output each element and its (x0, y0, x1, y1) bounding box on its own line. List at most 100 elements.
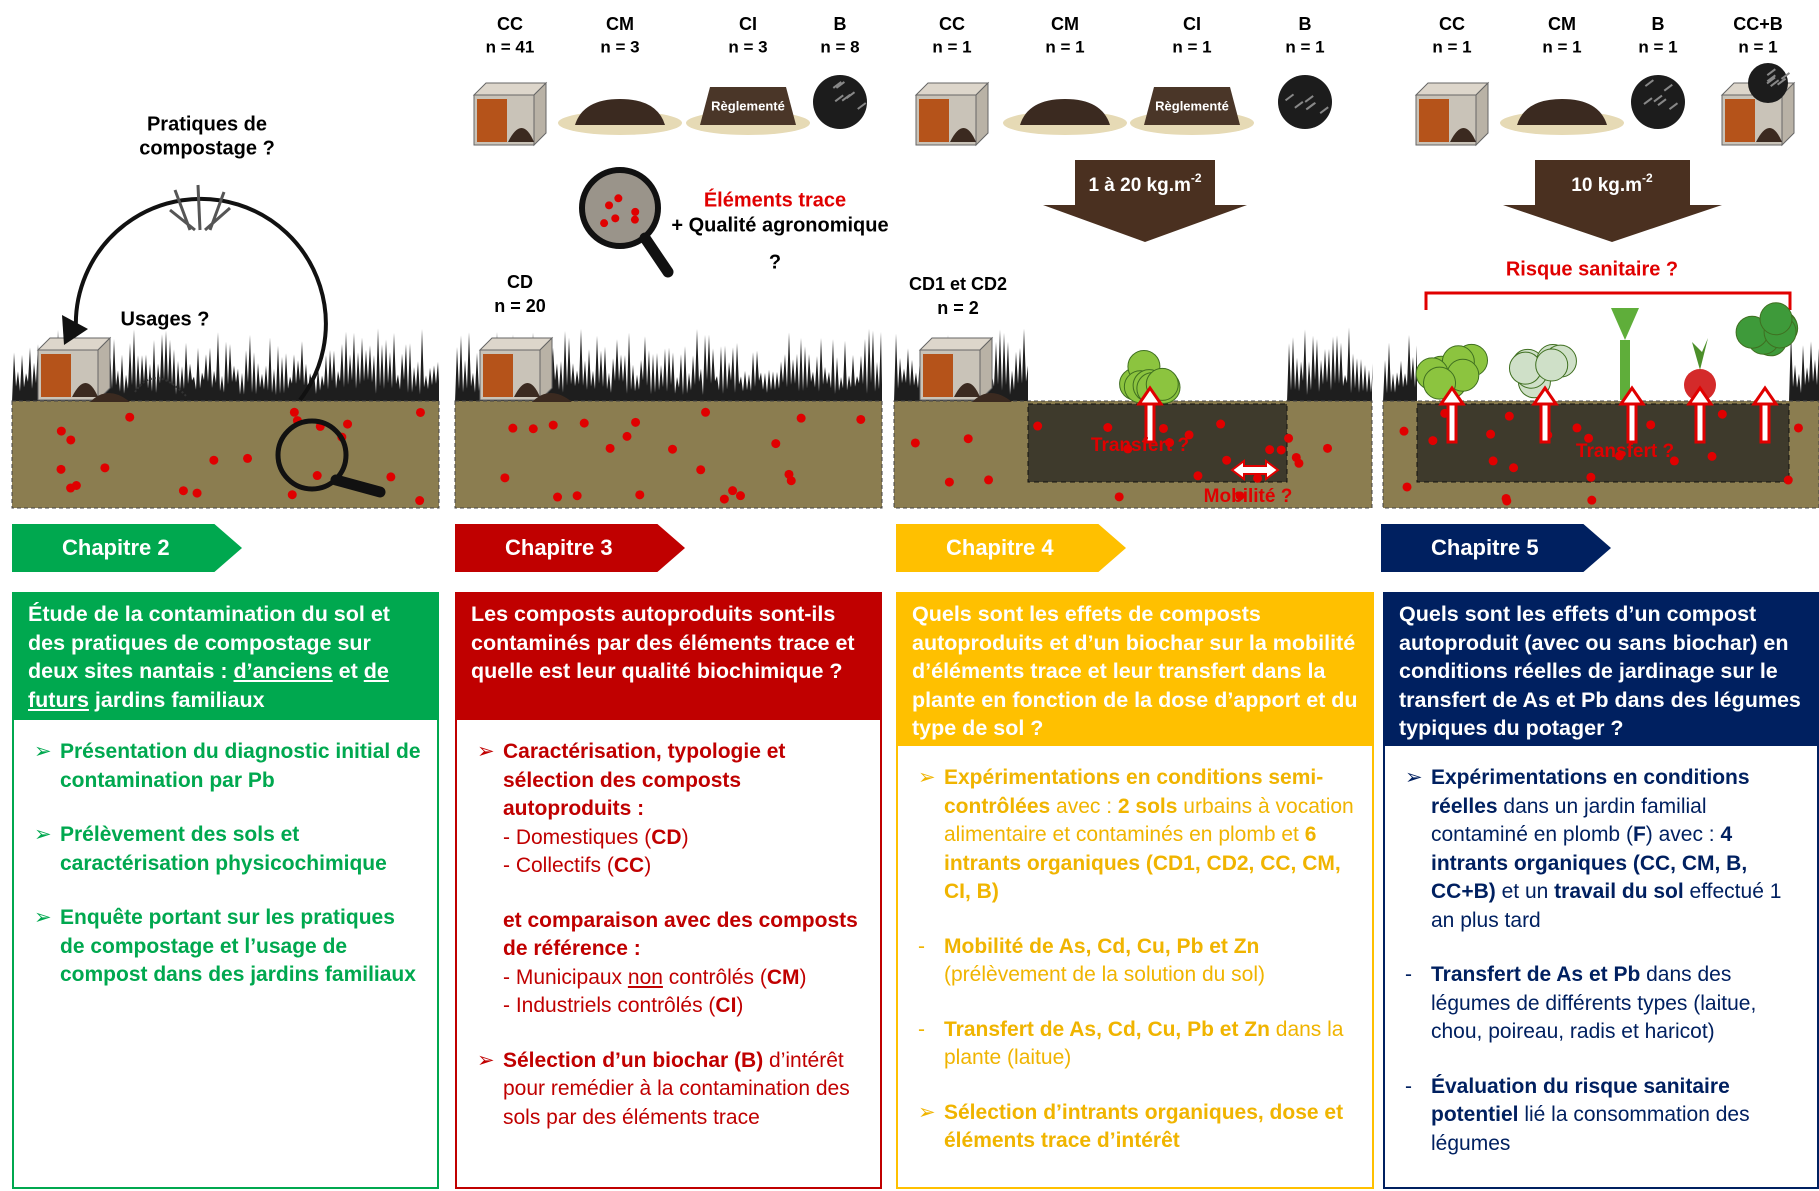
biochar (1306, 101, 1316, 110)
line: - Domestiques (CD) (503, 824, 866, 853)
text: et (332, 659, 364, 683)
bullet: ➢ Sélection d’intrants organiques, dose e… (918, 1099, 1358, 1156)
line: Présentation du diagnostic initial de co… (60, 738, 423, 795)
trace-dot (1707, 451, 1717, 461)
bullet-marker: ➢ (918, 1100, 936, 1124)
biochar (1776, 77, 1787, 86)
magnifier (330, 474, 386, 498)
dose-exp: -2 (1191, 171, 1202, 185)
trace-dot (1193, 471, 1203, 481)
biochar (1304, 95, 1314, 103)
biochar (1643, 97, 1653, 105)
trace-dot (668, 444, 678, 454)
trace-dot (386, 472, 396, 482)
text: ) (799, 965, 807, 989)
input-code: B (834, 14, 847, 34)
line: Transfert de As, Cd, Cu, Pb et Zn dans l… (944, 1016, 1358, 1073)
chapter-box: Quels sont les effets d’un compost autop… (1383, 592, 1819, 1189)
text: ) (736, 994, 744, 1017)
trace-dot (415, 407, 425, 417)
biochar (1766, 68, 1776, 76)
bullet: ➢ Expérimentations en conditions réelles … (1405, 764, 1803, 935)
analysis: Éléments trace (704, 188, 846, 211)
bold-text: Sélection d’intrants organiques, dose et… (944, 1100, 1344, 1153)
text: Quels sont les effets d’un compost autop… (1399, 602, 1801, 740)
trace-dot (1793, 423, 1803, 433)
transfer-arrow (1759, 400, 1771, 444)
trace-dot (771, 439, 781, 449)
mobility-arrow (1230, 459, 1280, 481)
input-n: n = 3 (600, 37, 639, 56)
bullet-text: et comparaison avec des composts de réfé… (503, 907, 866, 1021)
biochar (1668, 102, 1679, 111)
input-code: B (1652, 14, 1665, 34)
text: Étude de la contamination du sol et des … (28, 602, 390, 683)
trace-dot (984, 475, 994, 485)
trace-dot (1586, 472, 1596, 482)
trace-dot (209, 455, 219, 465)
arrow-head (62, 315, 88, 345)
bold-text: Présentation du diagnostic initial de co… (60, 740, 421, 792)
input-n: n = 3 (728, 37, 767, 56)
input-code: CI (739, 14, 757, 34)
line: - Municipaux non contrôlés (CM) (503, 964, 866, 993)
site-n: n = 2 (937, 298, 979, 318)
chapter-tab: Chapitre 3 (455, 524, 685, 572)
content: ➢ Expérimentations en conditions semi-con… (898, 746, 1372, 1156)
trace-dot (508, 423, 518, 433)
bullet-marker: ➢ (477, 740, 495, 763)
text: jardins familiaux (88, 687, 265, 712)
text: d’intérêt pour remédier à la contaminati… (503, 1048, 850, 1129)
trace-dot (1488, 456, 1498, 466)
bullet-marker: - (1405, 1074, 1412, 1098)
chapter-tab: Chapitre 2 (12, 524, 242, 572)
biochar (813, 75, 867, 129)
input-code: CC+B (1733, 14, 1783, 34)
trace-dot (784, 469, 794, 479)
trace-dot (289, 407, 299, 417)
underlined-text: de futurs (28, 659, 389, 712)
dose-exp: -2 (1642, 171, 1653, 185)
pile (972, 393, 1012, 402)
bullet: - Mobilité de As, Cd, Cu, Pb et Zn (prélè… (918, 933, 1358, 990)
biochar (1780, 72, 1791, 80)
bold-text: Enquête portant sur les pratiques de com… (60, 906, 416, 986)
bullet-text: Prélèvement des sols et caractérisation … (60, 821, 423, 878)
trace-dot (696, 465, 706, 475)
soil (454, 400, 883, 509)
transfer-arrow (1751, 385, 1779, 406)
input-code: B (1299, 14, 1312, 34)
bullet: ➢ Sélection d’un biochar (B) d’intérêt po… (477, 1047, 866, 1133)
compost (41, 354, 71, 397)
trace-dot (572, 491, 582, 501)
trace-dot (1669, 456, 1679, 466)
line: Enquête portant sur les pratiques de com… (60, 904, 423, 990)
trace-dot (1222, 455, 1232, 465)
trace-dot (528, 424, 538, 434)
bold-text: Évaluation du risque sanitaire potentiel (1431, 1074, 1730, 1127)
magnifier (579, 167, 661, 249)
site-n: n = 20 (494, 296, 546, 316)
dose: 1 à 20 kg.m-2 (1088, 171, 1201, 196)
line: Prélèvement des sols et caractérisation … (60, 821, 423, 878)
trace-dot (605, 443, 615, 453)
text: - Municipaux (503, 965, 628, 989)
trace-dot (343, 419, 353, 429)
question: Étude de la contamination du sol et des … (12, 592, 439, 720)
input-n: n = 1 (932, 37, 971, 56)
trace-dot (719, 494, 729, 504)
compost (1450, 128, 1476, 142)
biochar (1644, 79, 1654, 87)
trace-dot (100, 463, 110, 473)
trace-dot (1184, 430, 1194, 440)
trace-dot (856, 414, 866, 424)
grass (1789, 331, 1819, 402)
dose-arrow (1043, 160, 1247, 242)
trace-dot (1646, 420, 1656, 430)
line: Caractérisation, typologie et sélection … (503, 738, 866, 824)
bullet-marker: - (918, 934, 925, 958)
bullet: ➢ Enquête portant sur les pratiques de co… (34, 904, 423, 990)
dose: 1 à 20 kg.m (1088, 175, 1190, 196)
biochar (1284, 93, 1295, 102)
transfer-arrow (1446, 400, 1458, 444)
